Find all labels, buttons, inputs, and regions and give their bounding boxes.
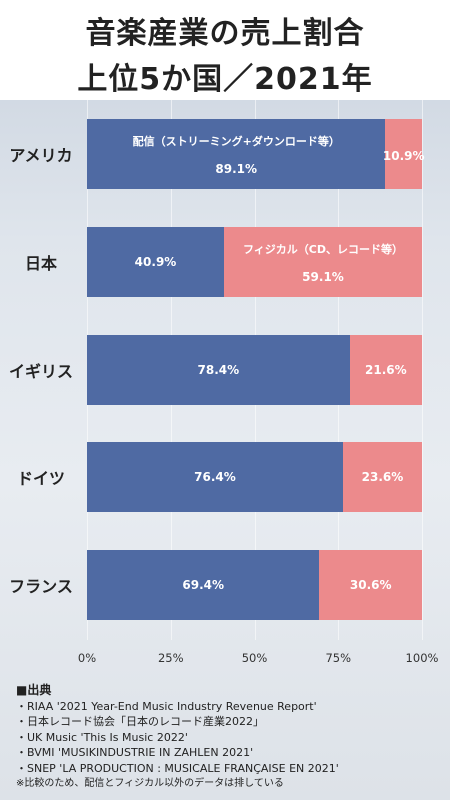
bar-digital [87, 550, 320, 620]
source-item: ・SNEP 'LA PRODUCTION : MUSICALE FRANÇAIS… [16, 761, 339, 775]
value-label: 89.1% [215, 162, 258, 176]
gridline [422, 100, 423, 640]
bar-physical [224, 227, 422, 297]
category-label: イギリス [8, 362, 73, 381]
value-label: 10.9% [382, 149, 425, 163]
sources-block: ■出典 ・RIAA '2021 Year-End Music Industry … [16, 683, 446, 792]
source-item: ・日本レコード協会「日本のレコード産業2022」 [16, 715, 264, 728]
bar-digital [87, 335, 350, 405]
x-tick-label: 50% [241, 651, 268, 665]
category-label: ドイツ [16, 469, 65, 488]
value-label: 21.6% [364, 363, 407, 377]
x-tick-label: 0% [77, 651, 97, 665]
stacked-bar-chart: アメリカ 89.1% 10.9% 日本 40.9% 59.1% イギリス 78.4% 21.6%… [0, 100, 450, 665]
value-label: 23.6% [361, 470, 404, 484]
value-label: 40.9% [134, 255, 177, 269]
source-item: ・RIAA '2021 Year-End Music Industry Reve… [16, 699, 317, 713]
bar-physical [319, 550, 422, 620]
bar-digital [87, 227, 224, 297]
sources-note: ※比較のため、配信とフィジカル以外のデータは排している [16, 778, 284, 789]
chart-title-line2: 上位5か国／2021年 [77, 62, 373, 97]
bar-physical [342, 442, 422, 512]
value-label: 69.4% [182, 578, 225, 592]
bar-digital [87, 442, 343, 512]
chart-title-line1: 音楽産業の売上割合 [85, 16, 365, 51]
x-tick-label: 25% [157, 651, 184, 665]
sources-heading: ■出典 [16, 683, 52, 697]
value-label: 78.4% [197, 363, 240, 377]
x-tick-label: 100% [405, 651, 439, 665]
series-label-physical: フィジカル（CD、レコード等） [243, 243, 403, 256]
value-label: 30.6% [349, 578, 392, 592]
source-item: ・BVMI 'MUSIKINDUSTRIE IN ZAHLEN 2021' [16, 746, 254, 759]
chart-header: 音楽産業の売上割合 上位5か国／2021年 [0, 0, 450, 100]
source-item: ・UK Music 'This Is Music 2022' [16, 730, 188, 744]
series-label-digital: 配信（ストリーミング+ダウンロード等） [132, 135, 340, 148]
value-label: 76.4% [194, 470, 236, 484]
value-label: 59.1% [302, 270, 344, 284]
category-label: 日本 [24, 254, 57, 273]
bar-digital [87, 119, 386, 189]
x-tick-label: 75% [325, 651, 352, 665]
bar-physical [385, 119, 422, 189]
category-label: アメリカ [9, 146, 73, 165]
bar-physical [349, 335, 422, 405]
category-label: フランス [9, 577, 73, 596]
